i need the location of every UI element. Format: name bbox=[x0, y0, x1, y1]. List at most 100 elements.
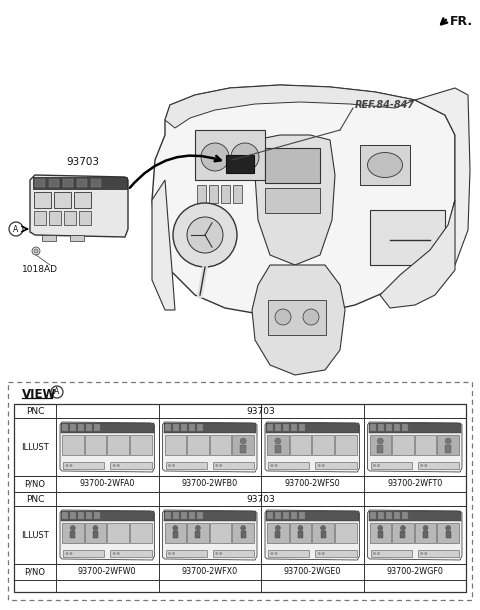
Circle shape bbox=[219, 552, 222, 555]
Bar bbox=[35, 179, 45, 187]
Polygon shape bbox=[165, 85, 415, 128]
Circle shape bbox=[420, 464, 423, 467]
Circle shape bbox=[424, 464, 427, 467]
Bar bbox=[378, 531, 383, 538]
Bar bbox=[213, 550, 254, 557]
Circle shape bbox=[168, 552, 171, 555]
Text: REF.84-847: REF.84-847 bbox=[355, 100, 415, 110]
Text: 93700-2WFA0: 93700-2WFA0 bbox=[80, 479, 135, 489]
Circle shape bbox=[424, 552, 427, 555]
Bar bbox=[275, 424, 281, 431]
Bar bbox=[107, 435, 129, 455]
Bar bbox=[240, 445, 246, 453]
Bar bbox=[437, 523, 459, 543]
Bar bbox=[172, 512, 179, 519]
Text: ILLUST: ILLUST bbox=[21, 442, 49, 451]
Bar bbox=[298, 531, 303, 538]
Bar bbox=[283, 512, 289, 519]
Bar bbox=[63, 550, 104, 557]
Bar bbox=[165, 523, 186, 543]
Bar bbox=[233, 185, 242, 203]
Bar bbox=[266, 423, 359, 433]
Text: A: A bbox=[13, 224, 19, 234]
Bar bbox=[335, 523, 357, 543]
Circle shape bbox=[172, 464, 175, 467]
Bar bbox=[370, 424, 375, 431]
Bar bbox=[437, 435, 459, 455]
Bar bbox=[164, 423, 256, 433]
Bar bbox=[370, 435, 391, 455]
Circle shape bbox=[420, 552, 423, 555]
Polygon shape bbox=[163, 510, 257, 560]
Circle shape bbox=[400, 525, 406, 531]
Bar bbox=[70, 424, 76, 431]
Bar bbox=[394, 424, 399, 431]
Bar bbox=[79, 211, 91, 225]
Circle shape bbox=[322, 464, 325, 467]
Circle shape bbox=[32, 247, 40, 255]
Bar bbox=[446, 531, 451, 538]
Bar bbox=[418, 462, 459, 469]
Polygon shape bbox=[252, 265, 345, 375]
Bar bbox=[315, 462, 357, 469]
Bar bbox=[94, 424, 100, 431]
Bar bbox=[64, 211, 76, 225]
Bar bbox=[195, 130, 265, 180]
Bar bbox=[172, 424, 179, 431]
Bar bbox=[78, 424, 84, 431]
Text: 1018AD: 1018AD bbox=[22, 265, 58, 274]
Bar bbox=[401, 424, 408, 431]
Circle shape bbox=[298, 525, 303, 531]
Polygon shape bbox=[368, 422, 462, 472]
Bar bbox=[84, 523, 106, 543]
Bar bbox=[49, 211, 61, 225]
Bar bbox=[209, 185, 218, 203]
Bar bbox=[392, 435, 414, 455]
Bar bbox=[196, 424, 203, 431]
Bar bbox=[265, 188, 320, 213]
Bar bbox=[42, 235, 56, 241]
Bar bbox=[226, 155, 254, 173]
Circle shape bbox=[377, 552, 380, 555]
Polygon shape bbox=[60, 510, 155, 560]
Text: 93700-2WFX0: 93700-2WFX0 bbox=[182, 567, 238, 576]
Bar bbox=[189, 512, 194, 519]
Circle shape bbox=[219, 464, 222, 467]
Text: VIEW: VIEW bbox=[22, 388, 57, 401]
Bar bbox=[62, 424, 68, 431]
Bar bbox=[377, 512, 384, 519]
Bar bbox=[187, 523, 209, 543]
Bar bbox=[400, 531, 406, 538]
Bar bbox=[110, 550, 152, 557]
Bar bbox=[321, 531, 325, 538]
Bar bbox=[70, 531, 75, 538]
Text: PNC: PNC bbox=[26, 406, 44, 415]
Bar bbox=[164, 511, 256, 521]
Circle shape bbox=[113, 552, 116, 555]
Text: ILLUST: ILLUST bbox=[21, 531, 49, 539]
Bar bbox=[445, 445, 451, 453]
Polygon shape bbox=[265, 422, 360, 472]
Bar bbox=[415, 435, 436, 455]
Bar bbox=[267, 512, 273, 519]
Circle shape bbox=[173, 203, 237, 267]
Bar bbox=[394, 512, 399, 519]
Circle shape bbox=[373, 464, 376, 467]
Bar bbox=[62, 435, 84, 455]
Bar bbox=[195, 531, 201, 538]
Bar bbox=[14, 564, 466, 580]
Bar bbox=[84, 435, 106, 455]
Circle shape bbox=[318, 552, 321, 555]
Bar bbox=[370, 523, 391, 543]
Polygon shape bbox=[30, 175, 128, 237]
Bar bbox=[265, 148, 320, 183]
Text: 93703: 93703 bbox=[247, 406, 276, 415]
Text: PNC: PNC bbox=[26, 495, 44, 503]
Bar bbox=[187, 435, 209, 455]
Circle shape bbox=[303, 309, 319, 325]
Bar bbox=[392, 523, 414, 543]
Bar bbox=[63, 179, 73, 187]
Bar bbox=[315, 550, 357, 557]
Circle shape bbox=[201, 143, 229, 171]
Bar bbox=[8, 382, 472, 600]
